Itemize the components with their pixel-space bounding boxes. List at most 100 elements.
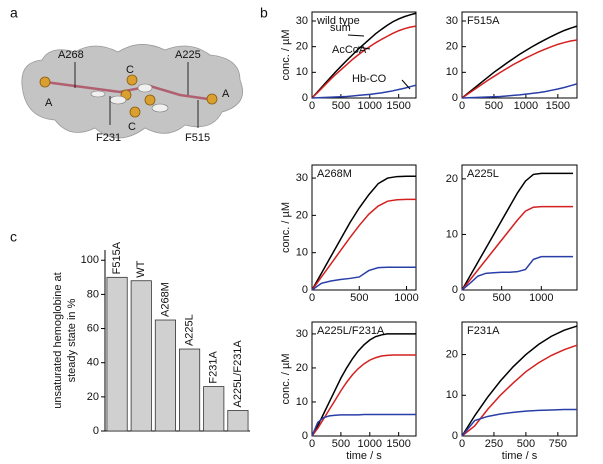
data-line: [311, 84, 417, 99]
plot-frame: [461, 164, 578, 291]
x-tick-label: 500: [332, 100, 350, 112]
y-axis-label: conc. / µM: [280, 202, 292, 253]
x-axis-label: time / s: [502, 450, 538, 462]
data-line: [461, 255, 574, 291]
y-tick-label: 0: [452, 92, 458, 104]
annotation-arrow: [401, 79, 411, 90]
diagram-label: A: [222, 88, 230, 100]
y-tick-label: 10: [446, 228, 458, 240]
category-label: F231A: [208, 351, 220, 384]
x-tick-label: 750: [549, 438, 567, 450]
y-tick-label: 30: [296, 172, 308, 184]
plot-frame: [311, 11, 417, 99]
panel-label: a: [10, 5, 18, 21]
y-tick-label: 20: [446, 173, 458, 185]
diagram-label: F231: [96, 132, 121, 144]
x-tick-label: 1000: [529, 292, 553, 304]
x-tick-label: 0: [459, 292, 465, 304]
x-tick-label: 1500: [386, 438, 410, 450]
plot-frame: [311, 164, 417, 291]
y-tick-label: 20: [87, 391, 99, 403]
x-tick-label: 500: [350, 292, 368, 304]
data-line: [461, 83, 578, 99]
y-tick-label: 0: [93, 425, 99, 437]
panel-title: A268M: [317, 168, 352, 180]
data-line: [461, 325, 578, 437]
y-tick-label: 30: [296, 328, 308, 340]
bar: [130, 280, 152, 432]
y-tick-label: 30: [296, 15, 308, 27]
diagram-label: A225: [175, 49, 201, 61]
category-label: F515A: [111, 241, 123, 274]
x-tick-label: 500: [492, 292, 510, 304]
panel-title: A225L: [467, 168, 499, 180]
x-tick-label: 500: [517, 438, 535, 450]
data-line: [311, 198, 416, 291]
annotation-arrow: [357, 46, 371, 50]
annotation-arrow: [347, 34, 365, 37]
x-tick-label: 500: [485, 100, 503, 112]
data-line: [461, 172, 574, 291]
protein-diagram: A268 A225 C C A A F231 F515: [21, 44, 244, 144]
x-tick-label: 1500: [546, 100, 570, 112]
y-tick-label: 20: [296, 209, 308, 221]
x-tick-label: 0: [309, 100, 315, 112]
x-tick-label: 0: [309, 438, 315, 450]
data-line: [461, 205, 574, 291]
data-line: [311, 266, 416, 291]
plot-frame: [461, 11, 578, 99]
panel-title: F231A: [467, 325, 500, 337]
category-label: A225L/F231A: [232, 340, 244, 408]
category-label: A225L: [183, 314, 195, 346]
panel-title: F515A: [467, 15, 500, 27]
y-tick-label: 0: [452, 284, 458, 296]
category-label: WT: [135, 260, 147, 277]
y-tick-label: 100: [81, 254, 99, 266]
y-tick-label: 10: [296, 396, 308, 408]
x-tick-label: 1000: [358, 438, 382, 450]
data-line: [311, 413, 416, 437]
x-tick-label: 1000: [394, 292, 418, 304]
x-axis-label: time / s: [346, 450, 382, 462]
y-tick-label: 60: [87, 322, 99, 334]
y-tick-label: 80: [87, 288, 99, 300]
data-line: [461, 344, 578, 437]
diagram-label: A268: [58, 49, 84, 61]
diagram-label: A: [45, 97, 53, 109]
y-axis-label: unsaturated hemoglobine at: [52, 272, 64, 408]
plot-frame: [311, 321, 417, 437]
annotation: AcCoA: [332, 44, 367, 56]
y-tick-label: 0: [452, 430, 458, 442]
bar: [227, 410, 249, 432]
y-tick-label: 10: [296, 247, 308, 259]
panel-title: wild type: [316, 15, 360, 27]
x-tick-label: 500: [332, 438, 350, 450]
bar: [106, 276, 128, 432]
y-tick-label: 30: [446, 15, 458, 27]
y-tick-label: 20: [446, 41, 458, 53]
y-tick-label: 20: [296, 41, 308, 53]
data-line: [461, 39, 578, 99]
bar: [203, 386, 225, 432]
plot-frame: [461, 321, 578, 437]
y-tick-label: 10: [296, 66, 308, 78]
y-axis-label: conc. / µM: [280, 30, 292, 81]
panel-label: c: [10, 229, 17, 245]
panel-title: A225L/F231A: [317, 325, 385, 337]
y-tick-label: 0: [302, 430, 308, 442]
y-axis-label: steady state in %: [66, 298, 78, 382]
y-tick-label: 20: [296, 362, 308, 374]
category-label: A268M: [159, 282, 171, 317]
data-line: [461, 25, 578, 99]
y-axis-label: conc. / µM: [280, 354, 292, 405]
annotation: sum: [330, 22, 351, 34]
data-line: [311, 25, 417, 99]
data-line: [311, 12, 417, 99]
x-tick-label: 0: [309, 292, 315, 304]
x-tick-label: 1000: [514, 100, 538, 112]
x-tick-label: 0: [459, 438, 465, 450]
data-line: [461, 408, 577, 437]
y-tick-label: 10: [446, 66, 458, 78]
data-line: [311, 175, 416, 291]
